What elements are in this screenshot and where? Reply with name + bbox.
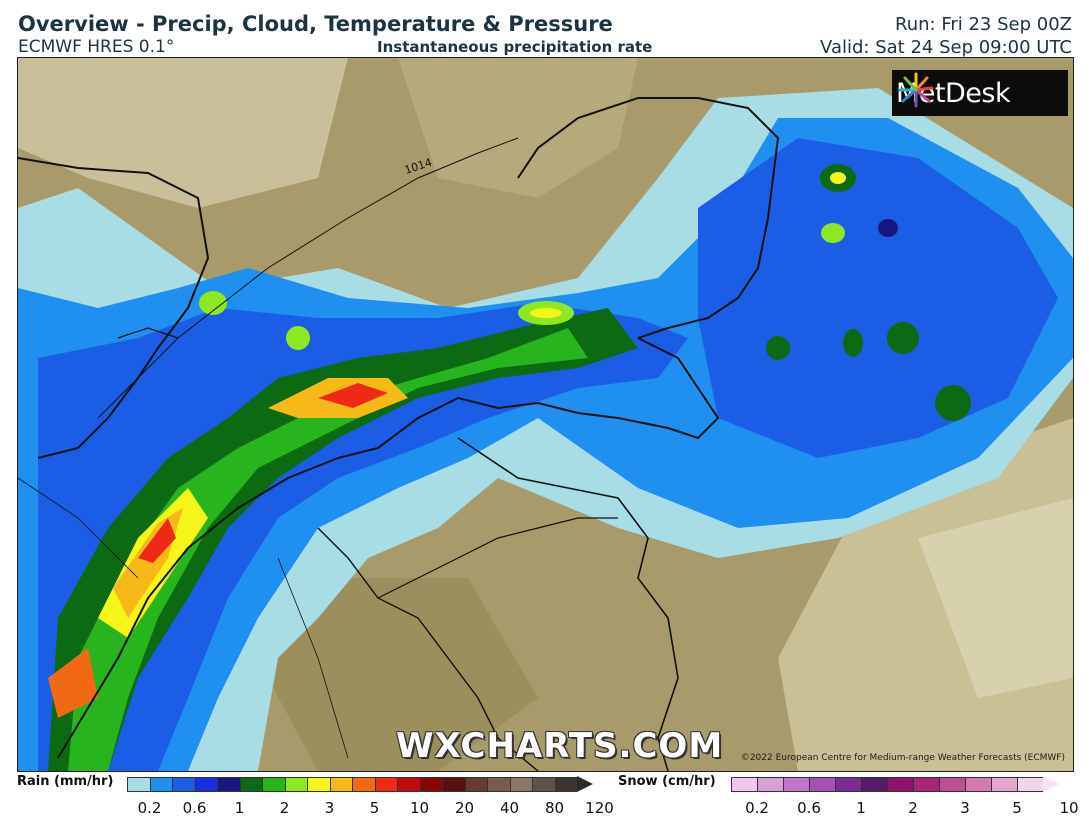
terrain-plain-n	[398, 58, 638, 198]
precipitation-map: 1014 MetDesk WXCHARTS.COM ©2022 European…	[17, 57, 1074, 772]
rain-legend-tick-label: 3	[324, 799, 335, 817]
precip-cell-1-core	[830, 172, 846, 184]
rain-legend-swatch	[532, 777, 555, 792]
precip-cell-3	[878, 219, 898, 237]
snow-legend-tick-label: 2	[908, 799, 918, 817]
ecmwf-copyright: ©2022 European Centre for Medium-range W…	[740, 753, 1065, 763]
snow-legend-tick-label: 5	[1012, 799, 1022, 817]
snow-legend-swatch	[783, 777, 809, 792]
chart-subtitle: Instantaneous precipitation rate	[377, 38, 653, 56]
rain-legend-extend-arrow	[577, 776, 593, 792]
rain-legend-tick-label: 5	[369, 799, 380, 817]
snow-legend-extend-arrow	[1043, 776, 1059, 792]
precip-deep-blue-east	[698, 138, 1058, 458]
rain-legend-tick-label: 0.2	[137, 799, 162, 817]
precip-orange-3	[48, 648, 98, 718]
rain-legend-swatch	[397, 777, 420, 792]
snow-legend-swatch	[731, 777, 757, 792]
terrain-peaks-se	[918, 498, 1073, 698]
precip-red	[138, 518, 176, 563]
snow-legend-swatch	[887, 777, 913, 792]
rain-legend-swatch	[442, 777, 465, 792]
snow-legend-swatch	[991, 777, 1017, 792]
wxcharts-watermark: WXCHARTS.COM	[396, 726, 724, 766]
coastline-west	[18, 157, 210, 459]
snow-legend-swatch	[809, 777, 835, 792]
snow-legend-tick-label: 0.6	[797, 799, 821, 817]
snow-legend-swatch	[835, 777, 861, 792]
snow-legend-swatch	[1017, 777, 1043, 792]
rain-legend-tick-label: 10	[409, 799, 430, 817]
rain-legend-tick-label: 20	[454, 799, 475, 817]
rain-legend-swatch	[329, 777, 352, 792]
snow-legend-tick-label: 0.2	[745, 799, 769, 817]
precip-cell-7	[935, 385, 971, 421]
precip-cell-10	[286, 326, 310, 350]
coast-inlet	[117, 327, 179, 339]
precip-cell-5	[843, 329, 863, 357]
metdesk-logo: MetDesk	[892, 70, 1068, 116]
snow-legend-tick-label: 3	[960, 799, 970, 817]
metdesk-burst-icon	[898, 72, 934, 108]
snow-legend-tick-label: 1	[856, 799, 866, 817]
rain-legend-tick-label: 0.6	[182, 799, 207, 817]
rain-legend-swatch	[554, 777, 577, 792]
border-east	[457, 437, 679, 771]
snow-colorbar	[731, 776, 1059, 792]
snow-legend-swatch	[965, 777, 991, 792]
snow-legend-tick-label: 10	[1059, 799, 1079, 817]
precip-cell-6	[887, 322, 919, 354]
rain-legend-swatch	[487, 777, 510, 792]
precip-deep-blue	[38, 303, 688, 771]
rain-legend-swatch	[194, 777, 217, 792]
precip-cell-8-core	[530, 308, 562, 318]
chart-title: Overview - Precip, Cloud, Temperature & …	[18, 12, 613, 36]
model-label: ECMWF HRES 0.1°	[18, 37, 175, 57]
border-central	[317, 527, 539, 771]
coastline-central	[337, 337, 720, 459]
rain-legend-swatch	[307, 777, 330, 792]
coastline-north	[517, 97, 780, 339]
rain-legend-swatch	[352, 777, 375, 792]
rain-legend-label: Rain (mm/hr)	[17, 774, 114, 789]
rain-legend-swatch	[464, 777, 487, 792]
terrain-lowland-s	[268, 578, 538, 771]
rain-legend-swatch	[217, 777, 240, 792]
rain-legend-swatch	[172, 777, 195, 792]
precip-red-2	[318, 383, 388, 408]
rain-legend-tick-label: 1	[234, 799, 245, 817]
map-svg: 1014	[18, 58, 1073, 771]
valid-time: Valid: Sat 24 Sep 09:00 UTC	[820, 37, 1072, 58]
isobar-2	[18, 477, 139, 579]
precip-cell-9	[199, 291, 227, 315]
rain-legend-swatch	[239, 777, 262, 792]
rain-legend-tick-label: 120	[585, 799, 614, 817]
isobar-3	[277, 557, 349, 759]
snow-legend-swatch	[861, 777, 887, 792]
rain-legend-tick-label: 80	[544, 799, 565, 817]
snow-legend-swatch	[939, 777, 965, 792]
rain-legend-tick-label: 2	[279, 799, 290, 817]
rain-legend-swatch	[374, 777, 397, 792]
isobar-1014	[97, 137, 519, 419]
rain-legend-swatch	[419, 777, 442, 792]
snow-legend-swatch	[913, 777, 939, 792]
border-inner	[377, 517, 618, 599]
rain-legend-swatch	[509, 777, 532, 792]
rain-legend-swatch	[284, 777, 307, 792]
snow-legend-label: Snow (cm/hr)	[618, 774, 716, 789]
precip-cell-4	[766, 336, 790, 360]
snow-legend-swatch	[757, 777, 783, 792]
precip-cell-2	[821, 223, 845, 243]
coastline-south	[57, 457, 339, 759]
rain-legend-swatch	[127, 777, 150, 792]
run-time: Run: Fri 23 Sep 00Z	[895, 14, 1072, 35]
rain-legend-swatch	[262, 777, 285, 792]
rain-colorbar	[127, 776, 593, 792]
rain-legend-swatch	[149, 777, 172, 792]
rain-legend-tick-label: 40	[499, 799, 520, 817]
